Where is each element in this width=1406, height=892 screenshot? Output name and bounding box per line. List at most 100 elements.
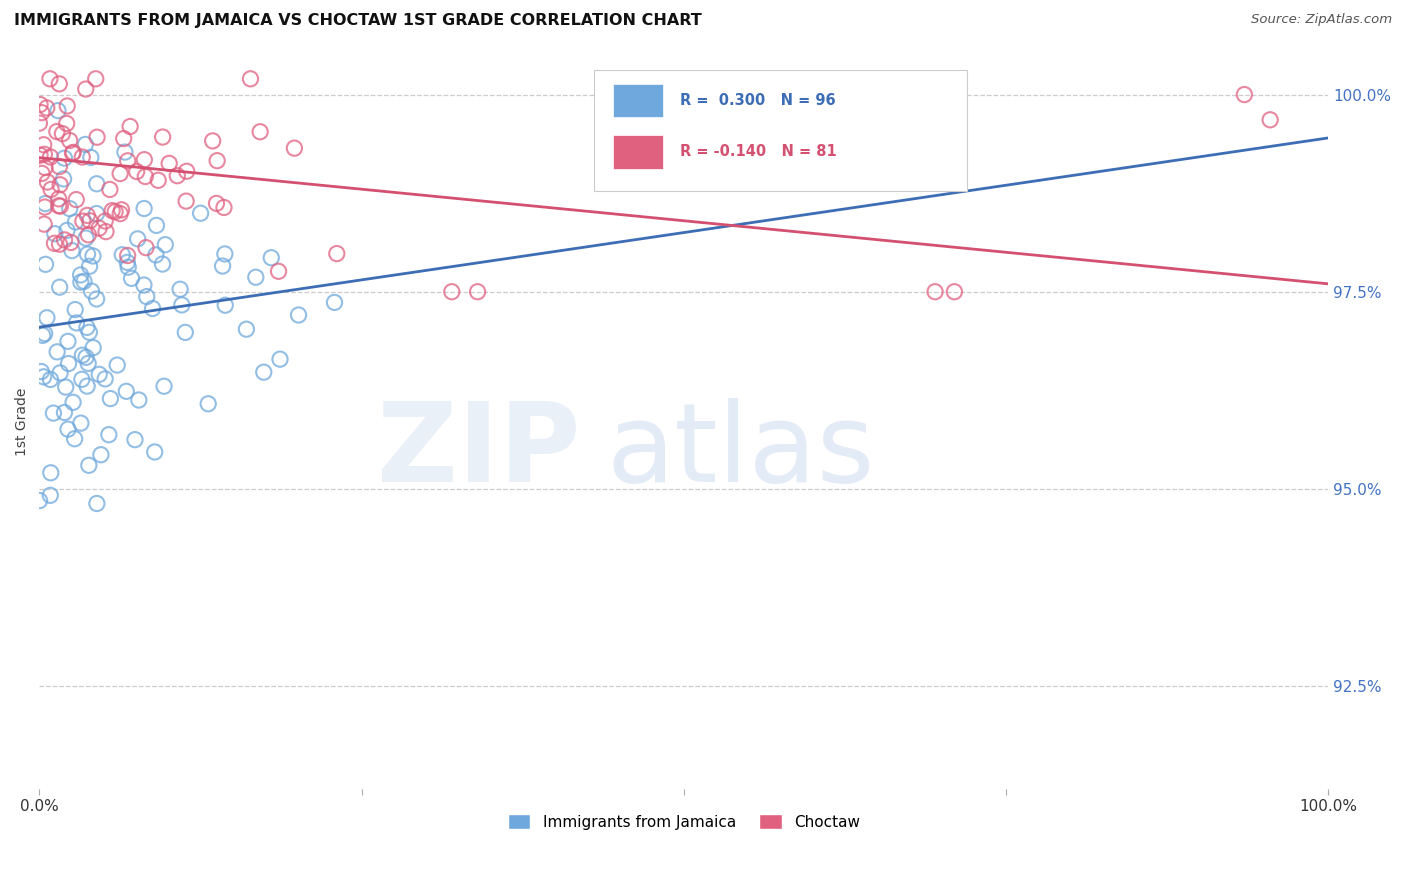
Point (34, 257, 56, 271)
Point (1258, 112, 1281, 127)
Point (75, 351, 97, 365)
Point (28, 493, 51, 508)
Point (112, 131, 135, 145)
Point (34, 196, 56, 211)
Point (70, 372, 93, 386)
Point (211, 259, 233, 273)
Point (39, 182, 62, 196)
Point (440, 285, 463, 299)
Point (135, 290, 157, 304)
Point (249, 125, 271, 139)
Point (943, 285, 966, 299)
Point (44, 227, 66, 241)
Text: ZIP: ZIP (377, 398, 581, 505)
Point (55, 380, 77, 394)
Point (134, 202, 156, 216)
Point (145, 248, 167, 262)
Point (70, 275, 93, 289)
Point (134, 169, 156, 184)
Point (53, 151, 76, 165)
Point (115, 384, 138, 399)
Point (39, 150, 62, 164)
Point (53, 233, 76, 247)
Point (48, 77, 70, 91)
Point (214, 298, 236, 312)
Point (31, 328, 53, 343)
Point (100, 392, 122, 406)
Point (170, 298, 193, 312)
Point (76, 247, 98, 261)
Point (49, 366, 72, 380)
Point (62, 146, 84, 161)
Point (79, 326, 101, 340)
Point (35, 101, 58, 115)
Point (75, 231, 97, 245)
Point (153, 379, 176, 393)
Point (326, 246, 349, 260)
Point (34, 161, 56, 175)
Point (145, 219, 167, 233)
Point (132, 278, 155, 293)
Point (94, 214, 117, 228)
Point (77, 227, 100, 242)
Point (65, 215, 87, 229)
Point (30, 97, 52, 112)
Point (39, 71, 62, 86)
Point (924, 285, 946, 299)
Point (39, 488, 62, 502)
Point (267, 264, 290, 278)
Point (44, 236, 66, 251)
Point (672, 104, 695, 119)
Point (87, 221, 110, 235)
Point (32, 217, 55, 231)
Point (72, 214, 94, 228)
Point (101, 203, 124, 218)
Point (323, 295, 346, 310)
Point (80, 284, 103, 298)
Point (89, 368, 111, 382)
Point (63, 432, 86, 446)
Point (80, 150, 103, 164)
Text: R = -0.140   N = 81: R = -0.140 N = 81 (681, 145, 837, 160)
Point (76, 208, 98, 222)
FancyBboxPatch shape (593, 70, 967, 191)
Point (65, 316, 87, 330)
Point (105, 358, 128, 372)
Point (90, 448, 112, 462)
Point (63, 302, 86, 317)
Point (48, 192, 70, 206)
Point (117, 248, 139, 262)
Point (212, 201, 235, 215)
Point (59, 235, 82, 250)
Point (48, 237, 70, 252)
Point (75, 82, 97, 96)
Point (121, 271, 143, 285)
Point (56, 422, 79, 436)
Point (135, 241, 157, 255)
Point (120, 120, 142, 134)
Point (51, 127, 73, 141)
Point (1233, 87, 1256, 102)
Point (467, 285, 489, 299)
Point (82, 341, 104, 355)
Point (39, 372, 62, 386)
Point (245, 270, 267, 285)
Point (32, 369, 55, 384)
Point (124, 433, 146, 447)
Point (111, 248, 134, 262)
Point (152, 130, 174, 145)
Point (166, 169, 188, 183)
Point (30, 365, 52, 379)
Point (55, 116, 77, 130)
Point (59, 134, 82, 148)
Point (142, 301, 165, 316)
Point (62, 145, 84, 160)
Point (59, 202, 82, 216)
Text: IMMIGRANTS FROM JAMAICA VS CHOCTAW 1ST GRADE CORRELATION CHART: IMMIGRANTS FROM JAMAICA VS CHOCTAW 1ST G… (14, 13, 702, 29)
Point (148, 173, 170, 187)
Point (94, 225, 117, 239)
Point (134, 153, 156, 167)
Point (679, 104, 702, 119)
Point (86, 130, 108, 145)
Point (39, 466, 62, 480)
